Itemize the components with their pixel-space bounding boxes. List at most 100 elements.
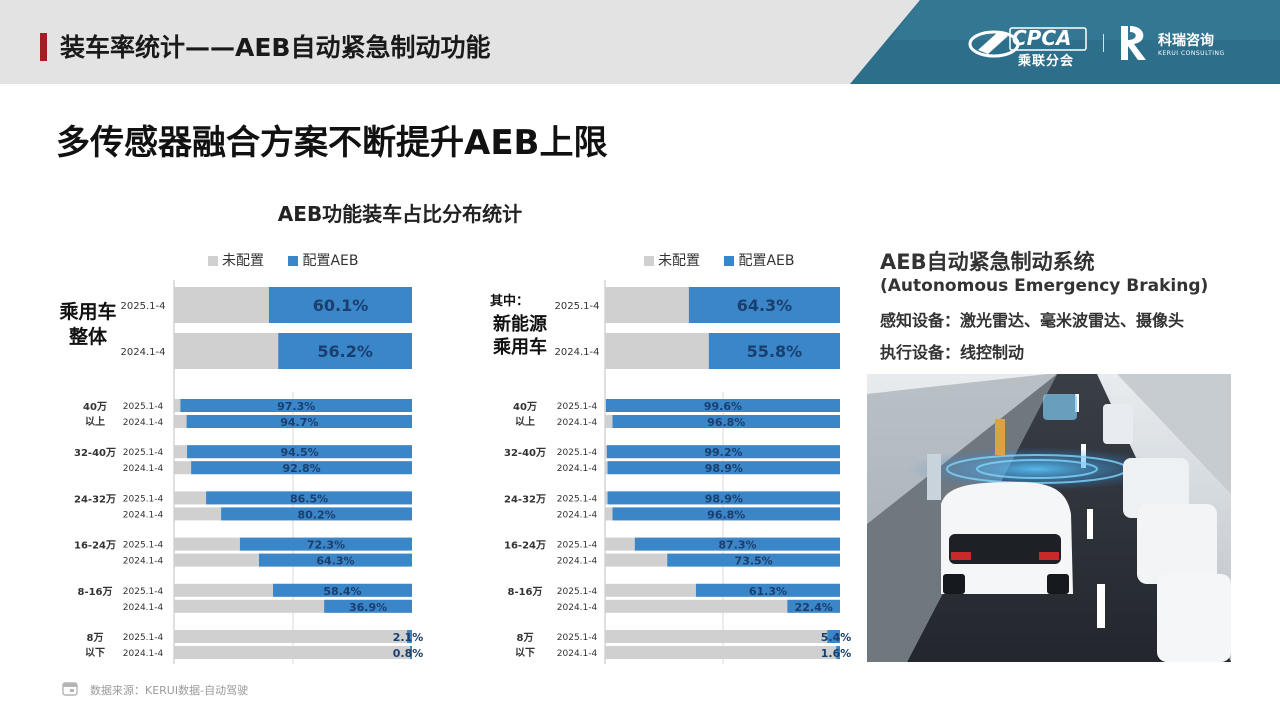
price-band-label: 以上	[85, 415, 105, 428]
period-label: 2024.1-4	[557, 510, 598, 520]
bar-not-configured	[174, 630, 412, 643]
price-band-label: 32-40万	[74, 447, 116, 459]
bar-configured	[605, 399, 840, 412]
data-label: 61.3%	[749, 585, 787, 598]
cpca-logo-subtext: 乘联分会	[1018, 54, 1075, 69]
bar-configured	[607, 491, 840, 505]
legend-swatch-gray	[208, 256, 218, 266]
cpca-logo-text: CPCA	[1012, 26, 1072, 50]
period-label: 2024.1-4	[557, 603, 598, 613]
bar-configured	[787, 599, 840, 613]
bar-configured	[612, 507, 840, 521]
price-band-label: 8万	[517, 632, 534, 644]
period-label: 2024.1-4	[555, 347, 600, 358]
data-label: 98.9%	[705, 492, 743, 505]
period-label: 2025.1-4	[557, 587, 598, 597]
legend-item-not-configured: 未配置	[208, 253, 264, 269]
period-label: 2025.1-4	[123, 541, 164, 551]
bar-configured	[186, 415, 412, 428]
period-label: 2025.1-4	[557, 541, 598, 551]
period-label: 2024.1-4	[557, 649, 598, 659]
section-subtitle: 多传感器融合方案不断提升AEB上限	[56, 123, 608, 163]
bar-not-configured	[605, 630, 840, 643]
price-band-label: 16-24万	[74, 540, 116, 552]
bar-configured	[410, 646, 412, 659]
kerui-logo-cn: 科瑞咨询	[1158, 33, 1214, 49]
period-label: 2024.1-4	[557, 557, 598, 567]
legend-right: 未配置 配置AEB	[644, 250, 814, 270]
price-band-label: 16-24万	[504, 540, 546, 552]
bar-configured	[180, 399, 412, 412]
period-label: 2025.1-4	[123, 633, 164, 643]
legend-item-configured: 配置AEB	[288, 253, 358, 269]
aeb-info-english: (Autonomous Emergency Braking)	[880, 276, 1209, 296]
data-label: 73.5%	[735, 555, 773, 568]
right-group-label-line2: 乘用车	[493, 337, 547, 358]
data-label: 1.6%	[821, 647, 852, 660]
bar-configured	[612, 415, 840, 428]
header-accent-bar	[40, 33, 47, 61]
price-band-label: 40万	[513, 401, 537, 413]
bar-configured	[273, 583, 412, 597]
legend-item-not-configured: 未配置	[644, 253, 700, 269]
data-label: 96.8%	[707, 508, 745, 521]
data-label: 99.6%	[704, 400, 742, 413]
logo-divider	[1103, 34, 1104, 52]
legend-swatch-blue	[724, 256, 735, 266]
bar-configured	[221, 507, 412, 521]
price-band-label: 以上	[515, 415, 535, 428]
aeb-chart: 60.1% 2025.1-4 56.2% 2024.1-4 97.3% 2025.1-4 9…	[74, 280, 852, 664]
bar-configured	[667, 553, 840, 567]
price-band-label: 8-16万	[507, 586, 542, 598]
bar-configured	[258, 553, 412, 567]
data-label: 94.5%	[280, 446, 318, 459]
price-band-label: 8-16万	[77, 586, 112, 598]
period-label: 2025.1-4	[121, 301, 166, 312]
period-label: 2024.1-4	[123, 649, 164, 659]
data-label: 86.5%	[290, 492, 328, 505]
legend-label: 未配置	[658, 253, 700, 269]
data-label: 98.9%	[705, 462, 743, 475]
data-label: 92.8%	[282, 462, 320, 475]
period-label: 2025.1-4	[123, 587, 164, 597]
period-label: 2024.1-4	[123, 464, 164, 474]
bar-configured	[688, 287, 840, 323]
price-band-label: 24-32万	[504, 493, 546, 505]
period-label: 2025.1-4	[557, 448, 598, 458]
legend-item-configured: 配置AEB	[724, 253, 794, 269]
bar-not-configured	[605, 599, 840, 613]
period-label: 2024.1-4	[121, 347, 166, 358]
data-label: 2.1%	[393, 631, 424, 644]
price-band-label: 40万	[83, 401, 107, 413]
data-label: 58.4%	[323, 585, 361, 598]
period-label: 2025.1-4	[557, 402, 598, 412]
period-label: 2025.1-4	[123, 402, 164, 412]
price-band-label: 以下	[85, 647, 105, 659]
period-label: 2025.1-4	[123, 494, 164, 504]
cpca-logo-icon	[968, 27, 1087, 58]
period-label: 2024.1-4	[123, 603, 164, 613]
page-title: 装车率统计——AEB自动紧急制动功能	[60, 33, 491, 62]
legend-swatch-gray	[644, 256, 654, 266]
left-group-label: 乘用车 整体	[48, 300, 128, 350]
period-label: 2024.1-4	[123, 510, 164, 520]
bar-configured	[268, 287, 412, 323]
bar-configured	[708, 333, 840, 369]
aeb-info-actuation: 执行设备：线控制动	[880, 343, 1025, 362]
data-label: 94.7%	[280, 416, 318, 429]
footer-source: 数据来源：KERUI数据-自动驾驶	[90, 684, 249, 697]
bar-configured	[239, 537, 412, 551]
logo-panel	[850, 0, 1280, 84]
data-label: 22.4%	[795, 601, 833, 614]
bar-configured	[836, 646, 840, 659]
period-label: 2025.1-4	[123, 448, 164, 458]
kerui-logo-icon	[1121, 26, 1146, 60]
calendar-icon	[62, 682, 78, 696]
bar-configured	[695, 583, 840, 597]
data-label: 64.3%	[316, 555, 354, 568]
data-label: 5.4%	[821, 631, 852, 644]
bar-configured	[206, 491, 412, 505]
legend-swatch-blue	[288, 256, 299, 266]
data-label: 36.9%	[349, 601, 387, 614]
data-label: 64.3%	[737, 296, 793, 315]
